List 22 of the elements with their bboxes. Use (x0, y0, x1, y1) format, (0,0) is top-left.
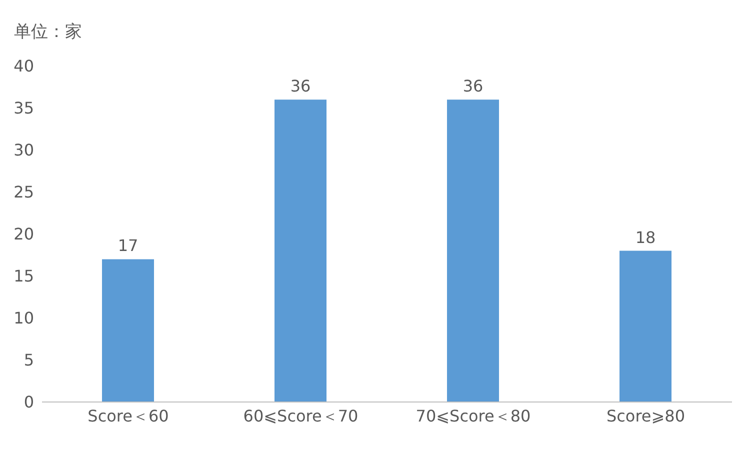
y-axis-title: 单位：家 (14, 21, 82, 43)
x-tick-label: Score⩾80 (606, 406, 686, 426)
bar (274, 100, 326, 402)
y-tick-label: 10 (14, 308, 34, 328)
data-label: 36 (290, 76, 311, 96)
x-tick-label: 60⩽Score＜70 (243, 406, 358, 426)
bar (102, 259, 154, 402)
y-tick-label: 20 (14, 224, 34, 244)
data-label: 18 (635, 228, 656, 247)
y-tick-label: 25 (14, 182, 34, 202)
y-tick-label: 0 (24, 392, 34, 412)
y-tick-label: 15 (14, 266, 34, 286)
y-tick-label: 35 (14, 98, 34, 118)
bar (620, 250, 672, 402)
y-tick-label: 40 (14, 56, 34, 76)
y-tick-label: 30 (14, 140, 34, 160)
data-label: 36 (462, 76, 484, 96)
x-tick-label: Score＜60 (88, 406, 169, 426)
data-label: 17 (118, 236, 138, 256)
y-tick-label: 5 (24, 350, 34, 370)
x-tick-label: 70⩽Score＜80 (416, 406, 531, 426)
bar (447, 100, 499, 402)
